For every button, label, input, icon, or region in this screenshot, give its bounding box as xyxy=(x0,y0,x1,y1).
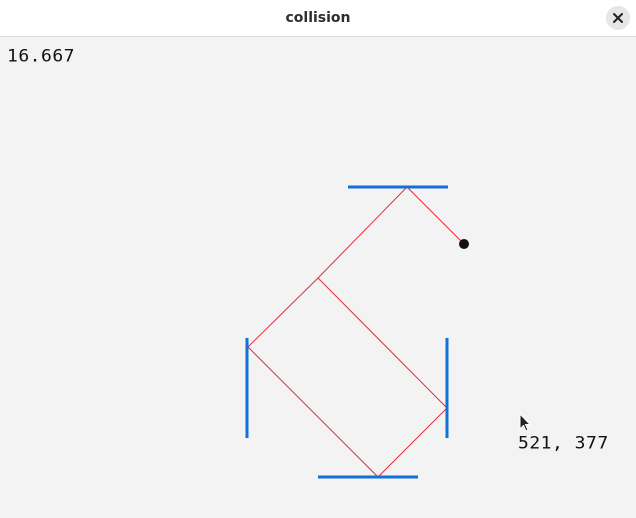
frame-time-readout: 16.667 xyxy=(7,46,76,67)
title-bar[interactable]: collision xyxy=(0,0,636,37)
ball-trajectory xyxy=(247,186,465,478)
game-canvas[interactable]: 16.667 521, 377 xyxy=(0,37,636,518)
window-title: collision xyxy=(285,10,351,26)
ball xyxy=(459,239,469,249)
close-button[interactable] xyxy=(606,6,630,30)
mouse-coordinates-readout: 521, 377 xyxy=(518,433,609,454)
close-icon xyxy=(613,13,623,23)
scene-svg xyxy=(245,185,469,479)
arrow-cursor-icon xyxy=(519,413,531,432)
